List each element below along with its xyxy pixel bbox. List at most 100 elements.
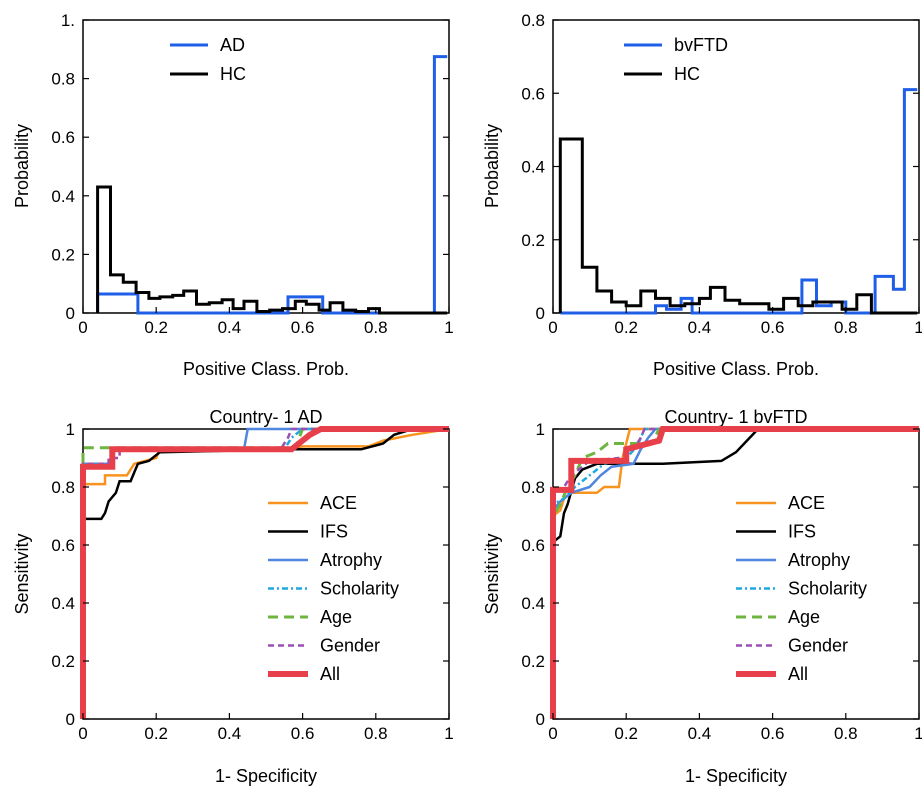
series-line-hc xyxy=(558,137,918,315)
legend-label-hc: HC xyxy=(674,64,700,84)
legend-label-all: All xyxy=(320,664,340,684)
y-axis-label: Probability xyxy=(482,124,502,208)
series-line-ace xyxy=(81,427,450,719)
panel-bvftd-histogram: 0 0.2 0.4 0.6 0.8 1 0 0.2 0.4 0.6 0.8 Positive Cla… xyxy=(482,11,922,379)
x-tick-label: 0.4 xyxy=(218,318,242,337)
y-tick-label: 0.2 xyxy=(51,652,75,671)
x-tick-label: 0.2 xyxy=(144,724,168,743)
x-tick-label: 1 xyxy=(444,724,453,743)
legend-label-hc: HC xyxy=(220,64,246,84)
panel-title: Country- 1 bvFTD xyxy=(664,407,807,427)
series-line-all xyxy=(550,426,919,719)
plot-frame xyxy=(82,19,450,314)
legend-label-ace: ACE xyxy=(788,493,825,513)
x-tick-label: 0.8 xyxy=(364,318,388,337)
y-tick-label: 0 xyxy=(66,304,75,323)
legend: AD HC xyxy=(170,35,246,84)
series-line-atrophy xyxy=(81,427,449,719)
x-tick-label: 0.4 xyxy=(688,724,712,743)
y-tick-label: 0.2 xyxy=(521,231,545,250)
y-tick-label: 0.6 xyxy=(521,536,545,555)
y-axis-label: Sensitivity xyxy=(12,533,32,614)
legend-label-all: All xyxy=(788,664,808,684)
y-tick-label: 0.4 xyxy=(51,187,75,206)
x-tick-label: 0.4 xyxy=(688,318,712,337)
series-line-scholarity xyxy=(551,427,919,719)
y-tick-label: 0 xyxy=(536,304,545,323)
series-line-all xyxy=(80,426,449,719)
ticks-group: 0 0.2 0.4 0.6 0.8 1 0 0.2 0.4 0.6 0.8 1. xyxy=(51,11,453,337)
series-line-atrophy xyxy=(551,427,919,719)
panel-bvftd-roc: Country- 1 bvFTD 0 0.2 0.4 0.6 0.8 1 0 0.2 0.4 0.… xyxy=(482,407,922,786)
legend-label-age: Age xyxy=(320,607,352,627)
legend-label-gender: Gender xyxy=(320,636,380,656)
legend-label-age: Age xyxy=(788,607,820,627)
legend-label-ifs: IFS xyxy=(320,522,348,542)
x-tick-label: 0.8 xyxy=(364,724,388,743)
x-tick-label: 0.6 xyxy=(761,724,785,743)
x-tick-label: 0.8 xyxy=(834,724,858,743)
series-line-gender xyxy=(81,427,449,719)
x-tick-label: 0 xyxy=(78,318,87,337)
series-line-hc xyxy=(96,185,448,315)
series-line-ifs xyxy=(81,427,449,719)
ticks-group: 0 0.2 0.4 0.6 0.8 1 0 0.2 0.4 0.6 0.8 xyxy=(521,11,922,337)
x-tick-label: 0 xyxy=(548,724,557,743)
series-line-ad xyxy=(96,55,448,315)
legend-label-atrophy: Atrophy xyxy=(320,550,382,570)
y-tick-label: 1 xyxy=(536,420,545,439)
y-tick-label: 0.8 xyxy=(51,70,75,89)
legend: ACE IFS Atrophy Scholarity Age Gender All xyxy=(268,493,399,684)
x-tick-label: 0.4 xyxy=(218,724,242,743)
y-axis-label: Probability xyxy=(12,124,32,208)
ticks-group: 0 0.2 0.4 0.6 0.8 1 0 0.2 0.4 0.6 0.8 1 xyxy=(521,420,922,743)
series-line-ace xyxy=(551,427,919,719)
series-line-age xyxy=(81,427,449,719)
legend-label-atrophy: Atrophy xyxy=(788,550,850,570)
series-group xyxy=(80,426,450,719)
legend-label-ace: ACE xyxy=(320,493,357,513)
y-tick-label: 0.2 xyxy=(51,245,75,264)
panel-title: Country- 1 AD xyxy=(209,407,322,427)
y-tick-label: 0.2 xyxy=(521,652,545,671)
x-tick-label: 0.6 xyxy=(291,318,315,337)
y-tick-label: 0.6 xyxy=(51,536,75,555)
panel-ad-roc: Country- 1 AD 0 0.2 0.4 0.6 0.8 1 0 0.2 0.4 0.6 0.… xyxy=(12,407,454,786)
series-group xyxy=(550,426,919,719)
legend: ACE IFS Atrophy Scholarity Age Gender All xyxy=(736,493,867,684)
x-tick-label: 0.8 xyxy=(834,318,858,337)
y-axis-label: Sensitivity xyxy=(482,533,502,614)
y-tick-label: 0 xyxy=(536,710,545,729)
x-tick-label: 0 xyxy=(548,318,557,337)
x-tick-label: 1 xyxy=(914,318,922,337)
y-tick-label: 0.6 xyxy=(51,128,75,147)
series-group xyxy=(96,55,448,315)
x-axis-label: 1- Specificity xyxy=(685,766,787,786)
y-tick-label: 0.8 xyxy=(521,11,545,30)
y-tick-label: 0.4 xyxy=(51,594,75,613)
x-tick-label: 0 xyxy=(78,724,87,743)
ticks-group: 0 0.2 0.4 0.6 0.8 1 0 0.2 0.4 0.6 0.8 1 xyxy=(51,420,453,743)
x-tick-label: 0.2 xyxy=(614,724,638,743)
y-tick-label: 0.6 xyxy=(521,84,545,103)
legend-label-scholarity: Scholarity xyxy=(788,579,867,599)
x-tick-label: 0.2 xyxy=(144,318,168,337)
y-tick-label: 0 xyxy=(66,710,75,729)
plot-frame xyxy=(82,428,450,720)
panel-ad-histogram: 0 0.2 0.4 0.6 0.8 1 0 0.2 0.4 0.6 0.8 1. Positive C… xyxy=(12,11,454,379)
plot-frame xyxy=(552,19,920,314)
y-tick-label: 1 xyxy=(66,420,75,439)
series-line-bvftd xyxy=(560,88,918,315)
x-axis-label: Positive Class. Prob. xyxy=(653,359,819,379)
x-tick-label: 0.6 xyxy=(291,724,315,743)
x-axis-label: Positive Class. Prob. xyxy=(183,359,349,379)
legend-label-ad: AD xyxy=(220,35,245,55)
legend-label-scholarity: Scholarity xyxy=(320,579,399,599)
x-axis-label: 1- Specificity xyxy=(215,766,317,786)
y-tick-label: 0.8 xyxy=(51,478,75,497)
legend: bvFTD HC xyxy=(624,35,728,84)
x-tick-label: 0.6 xyxy=(761,318,785,337)
series-group xyxy=(558,88,918,315)
legend-label-gender: Gender xyxy=(788,636,848,656)
